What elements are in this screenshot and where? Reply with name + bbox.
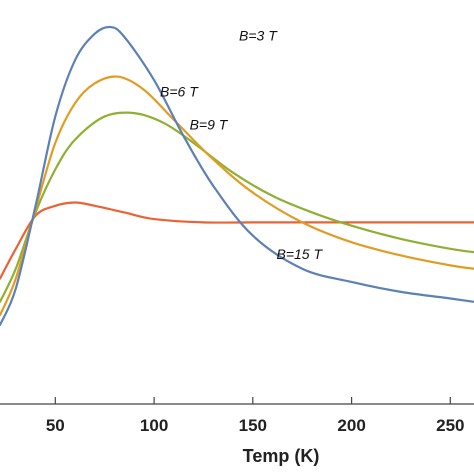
series-label: B=9 T	[190, 117, 229, 133]
x-tick-label: 100	[140, 416, 168, 435]
series-line-b-3-t	[0, 25, 474, 327]
x-tick-label: 200	[337, 416, 365, 435]
x-ticks: 50 100 150 200 250	[46, 397, 464, 435]
series-line-b-9-t	[0, 111, 474, 303]
series-label: B=15 T	[277, 246, 324, 262]
annotation-layer: B=3 T B=6 T B=9 T B=15 T	[160, 27, 323, 261]
series-line-b-6-t	[0, 75, 474, 317]
series-line-b-15-t	[0, 201, 474, 280]
x-axis-title: Temp (K)	[243, 446, 320, 466]
x-tick-label: 150	[239, 416, 267, 435]
x-tick-label: 250	[436, 416, 464, 435]
series-label: B=3 T	[239, 27, 278, 43]
x-tick-label: 50	[46, 416, 65, 435]
series-label: B=6 T	[160, 84, 199, 100]
series-layer	[0, 25, 474, 327]
